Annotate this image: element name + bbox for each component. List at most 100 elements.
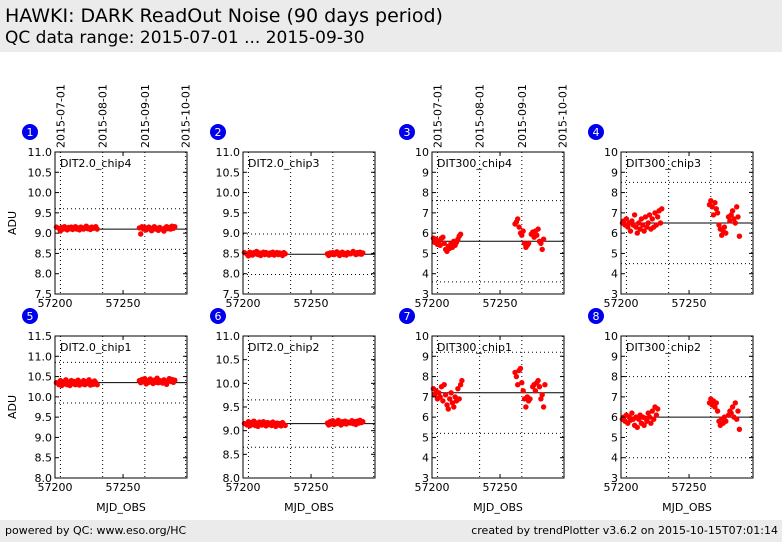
data-point [728, 212, 734, 218]
data-point [714, 210, 721, 216]
plot-frame [242, 335, 376, 479]
x-tick-label: 57250 [672, 297, 707, 310]
data-point [728, 410, 734, 416]
y-tick-label: 10.0 [28, 391, 53, 404]
y-tick-label: 4 [611, 268, 618, 281]
data-point [538, 240, 544, 246]
data-point [646, 414, 653, 420]
y-tick-label: 9 [611, 166, 618, 179]
data-point [520, 228, 526, 234]
panel-number: 7 [404, 310, 411, 323]
plot-frame [242, 151, 376, 295]
y-tick-label: 8.5 [223, 247, 241, 260]
y-tick-label: 10 [415, 330, 429, 343]
data-point [172, 224, 178, 230]
y-tick-label: 10.0 [28, 187, 53, 200]
panel-6: 8.0 8.5 9.0 9.5 10.0 10.5 11.0 57200 57250 DIT2.0… [210, 308, 376, 514]
y-tick-label: 8 [611, 187, 618, 200]
data-point [539, 392, 545, 398]
plot-frame [431, 151, 565, 295]
data-point [649, 216, 655, 222]
panel-label: DIT2.0_chip3 [248, 157, 319, 170]
y-tick-label: 10 [415, 146, 429, 159]
data-point [447, 396, 453, 402]
y-tick-label: 7 [611, 391, 618, 404]
data-point [633, 224, 639, 230]
panel-4: 3 4 5 6 7 8 9 10 57200 57250 DIT300_chip3 4 [588, 124, 754, 310]
data-point [657, 220, 664, 226]
y-tick-label: 6 [611, 227, 618, 240]
data-point [721, 224, 728, 230]
data-point [535, 377, 541, 384]
panel-5: 8.0 8.5 9.0 9.5 10.0 10.5 11.0 11.5 57200 57250 DI… [6, 308, 188, 514]
data-point [732, 400, 738, 406]
data-point [719, 232, 725, 238]
page-subtitle: QC data range: 2015-07-01 ... 2015-09-30 [5, 28, 365, 48]
y-tick-label: 7.5 [35, 288, 53, 301]
data-point [713, 400, 719, 406]
panel-number: 2 [215, 126, 222, 139]
x-tick-label: 57200 [38, 297, 73, 310]
panel-label: DIT2.0_chip1 [60, 341, 131, 354]
y-tick-label: 6 [422, 411, 429, 424]
data-point [539, 246, 545, 253]
y-tick-label: 9 [611, 350, 618, 363]
top-date-label: 2015-09-01 [516, 84, 529, 148]
data-point [735, 408, 741, 414]
y-tick-label: 10.5 [28, 371, 53, 384]
panel-number: 6 [215, 310, 222, 323]
data-point [457, 382, 464, 388]
data-point [138, 231, 144, 237]
x-tick-label: 57250 [294, 481, 329, 494]
y-tick-label: 5 [611, 431, 618, 444]
data-point [645, 220, 651, 226]
data-point [440, 234, 446, 240]
plot-frame [620, 151, 754, 295]
y-tick-label: 11.0 [216, 146, 241, 159]
data-point [437, 394, 443, 400]
y-tick-label: 11.0 [28, 350, 53, 363]
x-tick-label: 57200 [226, 481, 261, 494]
y-tick-label: 8.0 [35, 268, 53, 281]
y-tick-label: 8.5 [223, 448, 241, 461]
x-axis-label: MJD_OBS [96, 501, 146, 514]
y-tick-label: 3 [611, 288, 618, 301]
top-date-label: 2015-07-01 [54, 84, 67, 148]
x-tick-label: 57250 [106, 297, 141, 310]
panel-1: 7.5 8.0 8.5 9.0 9.5 10.0 10.5 11.0 57200 57250 DIT… [6, 84, 193, 310]
x-tick-label: 57250 [672, 481, 707, 494]
y-tick-label: 6 [422, 227, 429, 240]
data-point [636, 220, 642, 226]
data-point [282, 251, 288, 257]
panel-3: 3 4 5 6 7 8 9 10 57200 57250 DIT300_chip4 3 2015-07-… [399, 84, 570, 310]
y-tick-label: 4 [611, 452, 618, 465]
y-tick-label: 4 [422, 268, 429, 281]
x-tick-label: 57200 [415, 297, 450, 310]
x-axis-label: MJD_OBS [284, 501, 334, 514]
panel-number-badge [399, 124, 415, 140]
data-point [653, 412, 660, 418]
panel-number: 1 [27, 126, 34, 139]
top-date-label: 2015-09-01 [139, 84, 152, 148]
x-tick-label: 57250 [483, 481, 518, 494]
data-point [734, 204, 740, 210]
panel-2: 7.5 8.0 8.5 9.0 9.5 10.0 10.5 11.0 57200 57250 DIT… [210, 124, 376, 310]
y-tick-label: 3 [611, 472, 618, 485]
data-point [360, 250, 366, 256]
x-tick-label: 57250 [106, 481, 141, 494]
data-point [519, 380, 525, 386]
data-point [708, 198, 714, 204]
data-point [629, 410, 635, 416]
y-tick-label: 9.5 [35, 411, 53, 424]
data-point [540, 236, 547, 242]
data-point [712, 404, 718, 410]
data-point [716, 222, 722, 228]
data-point [448, 390, 454, 396]
plot-frame [54, 335, 188, 479]
y-tick-label: 10.5 [216, 166, 241, 179]
data-point [525, 240, 532, 246]
data-point [710, 212, 717, 218]
data-point [727, 218, 733, 224]
data-point [634, 424, 640, 430]
